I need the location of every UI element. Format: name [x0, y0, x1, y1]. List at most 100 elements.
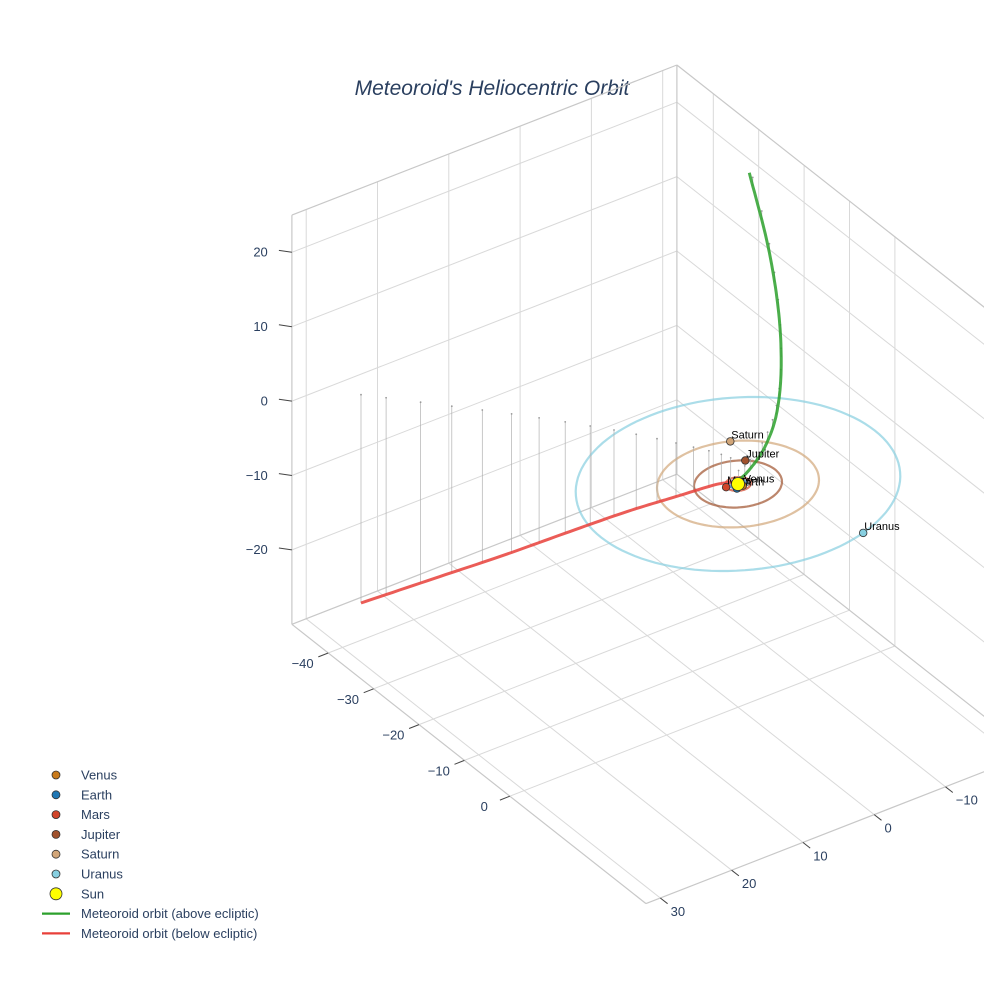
meteoroid-above-ecliptic	[735, 172, 783, 483]
drop-tip	[755, 451, 758, 454]
planet-label-jupiter: Jupiter	[746, 449, 779, 461]
legend-label: Earth	[81, 787, 112, 802]
legend-marker-swatch	[51, 849, 61, 859]
planet-label-uranus: Uranus	[864, 521, 900, 533]
sun-marker	[731, 477, 745, 491]
z-tick-mark	[278, 324, 292, 328]
drop-tip	[692, 446, 695, 448]
legend-marker-swatch	[51, 869, 61, 879]
z-tick-mark	[278, 473, 292, 476]
drop-tip	[729, 457, 732, 459]
legend-label: Saturn	[81, 847, 119, 862]
backwall-gridline-z	[291, 250, 678, 402]
legend-label: Jupiter	[81, 827, 121, 842]
x-tick-label: −40	[292, 656, 314, 671]
legend-label: Mars	[81, 807, 110, 822]
planet-mars	[721, 483, 731, 492]
backwall-gridline-z	[291, 399, 678, 551]
z-tick-mark	[278, 547, 292, 551]
planet-saturn	[726, 437, 735, 446]
sidewall-gridline-z	[676, 250, 984, 494]
drop-tip	[743, 465, 746, 467]
y-tick-label: −10	[956, 793, 978, 808]
x-tick-mark	[408, 724, 420, 729]
y-tick-mark	[659, 897, 668, 905]
x-tick-label: −20	[382, 728, 404, 743]
floor-gridline-x	[418, 573, 805, 726]
floor-gridline-x	[464, 609, 850, 761]
backwall-gridline-z	[291, 176, 678, 328]
drop-tip	[760, 210, 763, 212]
legend-label: Meteoroid orbit (above ecliptic)	[81, 906, 259, 921]
orbit-jupiter	[692, 459, 784, 509]
drop-tip	[761, 442, 764, 444]
legend-label: Venus	[81, 768, 118, 783]
x-tick-label: 0	[481, 799, 488, 814]
z-tick-label: 10	[253, 319, 267, 334]
drop-tip	[737, 469, 740, 472]
floor-gridline-y	[662, 479, 984, 734]
drop-tip	[766, 431, 769, 433]
x-tick-mark	[318, 652, 329, 658]
z-tick-label: 0	[261, 393, 268, 408]
meteoroid-below-ecliptic	[360, 479, 737, 605]
legend-marker-swatch	[51, 770, 61, 780]
drop-tip	[656, 437, 658, 440]
z-tick-label: −10	[246, 468, 268, 483]
grid-lines	[291, 64, 984, 905]
y-tick-label: 20	[742, 876, 756, 891]
planet-label-venus: Venus	[744, 474, 775, 486]
drop-tip	[510, 413, 513, 415]
box-edge	[676, 64, 984, 308]
sidewall-gridline-z	[676, 325, 984, 569]
x-tick-mark	[363, 688, 374, 694]
orbit-saturn	[655, 439, 821, 529]
floor-gridline-x	[373, 538, 759, 690]
planet-jupiter	[741, 456, 750, 465]
drop-tip	[564, 421, 567, 423]
drop-tip	[481, 409, 484, 411]
legend-marker-swatch	[51, 830, 61, 839]
legend-label: Sun	[81, 886, 104, 901]
floor-gridline-y	[591, 507, 946, 788]
box-edge	[291, 623, 647, 905]
z-tick-label: −20	[246, 542, 268, 557]
legend-marker-swatch	[51, 810, 61, 819]
floor-gridline-y	[305, 618, 661, 899]
drop-tip	[751, 176, 754, 179]
legend: Venus Earth Mars Jupiter Saturn Uranus Sun Mete…	[42, 768, 259, 941]
box-edge	[291, 473, 678, 625]
sidewall-gridline-z	[676, 176, 984, 420]
legend-marker-swatch	[51, 790, 61, 800]
floor-gridline-y	[519, 535, 875, 815]
backwall-gridline-z	[291, 101, 678, 253]
drop-tip	[450, 405, 453, 408]
z-tick-label: 20	[253, 245, 267, 260]
y-tick-mark	[802, 842, 811, 849]
orbit-uranus	[574, 395, 902, 573]
drop-tip	[613, 429, 615, 431]
x-tick-label: −10	[428, 763, 450, 778]
legend-marker-swatch	[49, 887, 63, 901]
chart-title: Meteoroid's Heliocentric Orbit	[355, 77, 631, 100]
box-edge	[291, 64, 678, 216]
drop-tip	[589, 425, 592, 427]
box-edge	[645, 771, 984, 905]
planet-label-saturn: Saturn	[731, 429, 763, 441]
y-tick-mark	[945, 786, 954, 793]
planet-uranus	[859, 528, 868, 538]
floor-gridline-x	[328, 502, 714, 654]
x-tick-label: −30	[337, 692, 359, 707]
floor-gridline-x	[509, 645, 896, 797]
drop-tip	[720, 453, 723, 456]
sidewall-gridline-z	[676, 101, 984, 345]
z-tick-mark	[278, 249, 292, 253]
y-tick-mark	[873, 814, 882, 821]
drop-tip	[385, 396, 387, 399]
x-tick-mark	[499, 795, 510, 801]
y-tick-mark	[731, 869, 740, 877]
drop-tip	[771, 418, 774, 421]
